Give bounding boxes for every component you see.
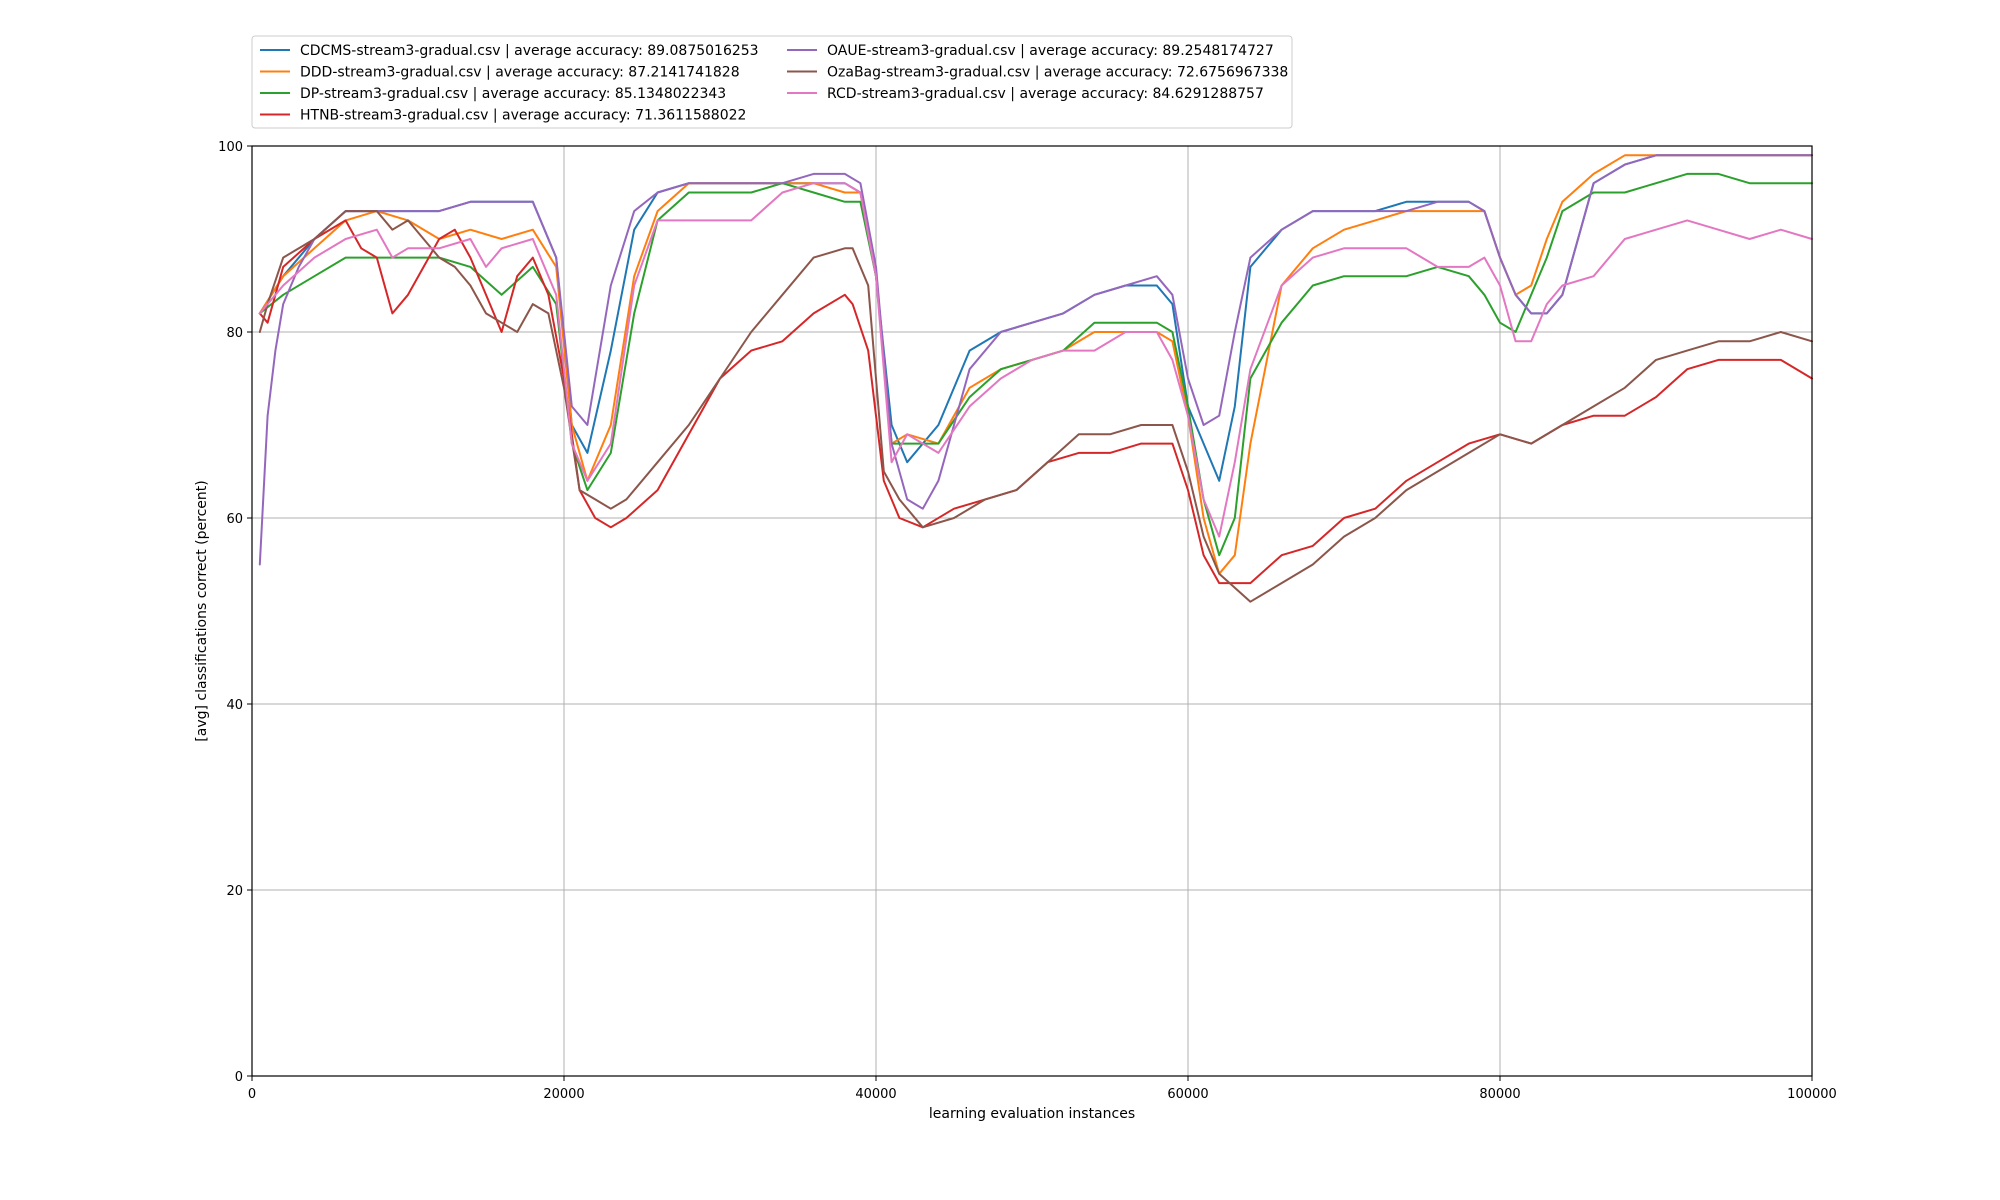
legend-entry: HTNB-stream3-gradual.csv | average accur… (300, 108, 746, 124)
y-tick-label: 40 (226, 698, 243, 713)
series-line-3 (258, 172, 1813, 557)
x-tick-label: 40000 (855, 1087, 896, 1102)
axis-ticks: 0 20000 40000 60000 80000 100000 0 20 40 60 80 100 (218, 140, 1837, 1102)
grid-lines (251, 145, 1813, 1077)
x-tick-label: 0 (248, 1087, 256, 1102)
series-line-4 (258, 219, 1813, 585)
y-tick-label: 100 (218, 140, 243, 155)
legend-entry: RCD-stream3-gradual.csv | average accura… (827, 86, 1264, 102)
legend-entry: DP-stream3-gradual.csv | average accurac… (300, 86, 726, 102)
legend-entry: OzaBag-stream3-gradual.csv | average acc… (827, 65, 1288, 81)
legend-entry: OAUE-stream3-gradual.csv | average accur… (827, 43, 1274, 59)
legend-entry: DDD-stream3-gradual.csv | average accura… (300, 65, 740, 81)
series-line-6 (258, 210, 1813, 603)
plot-area-frame (251, 145, 1813, 1077)
y-axis-label: [avg] classifications correct (percent) (194, 480, 210, 741)
x-axis-label: learning evaluation instances (929, 1106, 1135, 1122)
y-tick-label: 80 (226, 326, 243, 341)
x-tick-label: 20000 (543, 1087, 584, 1102)
x-tick-label: 80000 (1479, 1087, 1520, 1102)
series-line-7 (258, 182, 1813, 538)
y-tick-label: 20 (226, 884, 243, 899)
x-tick-label: 60000 (1167, 1087, 1208, 1102)
legend: CDCMS-stream3-gradual.csv | average accu… (251, 35, 1293, 129)
legend-entry: CDCMS-stream3-gradual.csv | average accu… (300, 43, 759, 59)
x-tick-label: 100000 (1787, 1087, 1837, 1102)
series-line-5 (258, 154, 1813, 566)
y-tick-label: 60 (226, 512, 243, 527)
series-line-2 (258, 154, 1813, 575)
legend-box (251, 35, 1293, 129)
series-lines (258, 154, 1813, 603)
y-tick-label: 0 (235, 1070, 243, 1085)
